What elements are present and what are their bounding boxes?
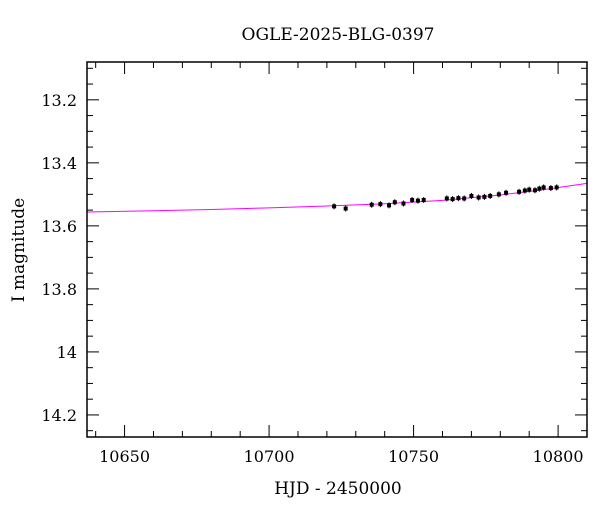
point-marker — [517, 189, 522, 194]
point-marker — [476, 195, 481, 200]
data-point — [444, 195, 449, 202]
data-point — [496, 191, 501, 198]
data-point — [378, 201, 383, 208]
data-point — [476, 194, 481, 201]
data-point — [369, 201, 374, 208]
y-tick-label: 13.6 — [41, 217, 77, 236]
point-marker — [541, 185, 546, 190]
point-marker — [421, 198, 426, 203]
chart-title: OGLE-2025-BLG-0397 — [242, 25, 435, 45]
y-tick-label: 13.8 — [41, 280, 77, 299]
point-marker — [554, 185, 559, 190]
point-marker — [401, 201, 406, 206]
point-marker — [392, 200, 397, 205]
data-point — [462, 195, 467, 202]
data-point — [401, 200, 406, 207]
point-marker — [532, 188, 537, 193]
point-marker — [537, 186, 542, 191]
point-marker — [369, 202, 374, 207]
point-marker — [415, 198, 420, 203]
x-tick-label: 10750 — [388, 447, 439, 466]
point-marker — [482, 194, 487, 199]
data-point — [332, 203, 337, 210]
x-axis-label: HJD - 2450000 — [274, 479, 402, 499]
point-marker — [488, 193, 493, 198]
data-point — [504, 189, 509, 196]
point-marker — [444, 196, 449, 201]
y-tick-label: 14.2 — [41, 406, 77, 425]
point-marker — [504, 190, 509, 195]
point-marker — [469, 193, 474, 198]
point-marker — [387, 203, 392, 208]
point-marker — [548, 186, 553, 191]
data-point — [456, 195, 461, 202]
data-point — [527, 186, 532, 193]
data-point — [522, 187, 527, 194]
data-point — [532, 187, 537, 194]
data-point — [450, 196, 455, 203]
x-tick-label: 10700 — [244, 447, 295, 466]
y-tick-label: 14 — [57, 343, 77, 362]
data-point — [415, 197, 420, 204]
data-point — [541, 184, 546, 191]
data-point — [421, 197, 426, 204]
point-marker — [522, 188, 527, 193]
point-marker — [456, 196, 461, 201]
point-marker — [496, 192, 501, 197]
y-tick-label: 13.4 — [41, 154, 77, 173]
y-axis-label: I magnitude — [9, 198, 29, 302]
data-point — [482, 193, 487, 200]
model-curve — [87, 182, 587, 213]
x-tick-label: 10800 — [533, 447, 584, 466]
data-point — [537, 185, 542, 192]
point-marker — [450, 197, 455, 202]
point-marker — [332, 204, 337, 209]
x-tick-label: 10650 — [99, 447, 150, 466]
plot-frame — [86, 61, 588, 438]
point-marker — [410, 198, 415, 203]
data-point — [554, 184, 559, 191]
point-marker — [527, 187, 532, 192]
data-point — [343, 205, 348, 212]
data-point — [410, 197, 415, 204]
data-point — [488, 192, 493, 199]
point-marker — [343, 206, 348, 211]
point-marker — [462, 196, 467, 201]
point-marker — [378, 202, 383, 207]
y-tick-label: 13.2 — [41, 91, 77, 110]
data-point — [517, 188, 522, 195]
data-point — [387, 202, 392, 209]
data-point — [469, 192, 474, 199]
data-point — [392, 199, 397, 206]
data-point — [548, 185, 553, 192]
